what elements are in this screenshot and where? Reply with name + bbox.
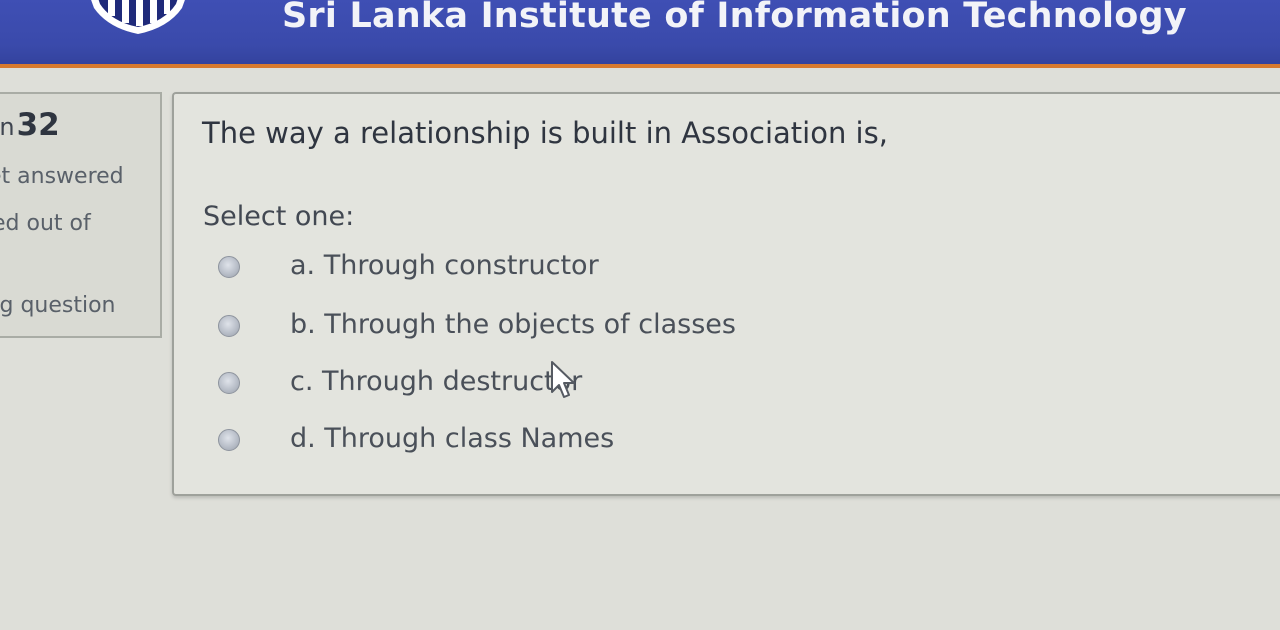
radio-button-a[interactable]: [218, 256, 240, 278]
answer-option-c[interactable]: c. Through destructor: [215, 366, 815, 402]
radio-button-c[interactable]: [218, 372, 240, 394]
question-info-panel: [0, 92, 162, 338]
select-one-prompt: Select one:: [203, 201, 355, 232]
question-number-label: ion32: [0, 107, 60, 143]
answer-option-label[interactable]: d. Through class Names: [290, 423, 615, 454]
sliit-shield-logo-icon: [91, 0, 185, 34]
question-panel: [172, 92, 1280, 496]
radio-button-d[interactable]: [218, 429, 240, 451]
answer-option-label[interactable]: a. Through constructor: [290, 250, 599, 281]
question-marks: ed out of: [0, 211, 91, 236]
answer-option-a[interactable]: a. Through constructor: [215, 250, 815, 286]
flag-question-link[interactable]: ag question: [0, 293, 116, 318]
answer-option-label[interactable]: c. Through destructor: [290, 366, 583, 397]
mouse-pointer-icon: [551, 361, 575, 398]
answer-option-label[interactable]: b. Through the objects of classes: [290, 309, 736, 340]
answer-option-b[interactable]: b. Through the objects of classes: [215, 309, 815, 345]
question-label-prefix: ion: [0, 113, 15, 141]
answer-option-d[interactable]: d. Through class Names: [215, 423, 815, 459]
radio-button-b[interactable]: [218, 315, 240, 337]
site-title: Sri Lanka Institute of Information Techn…: [282, 0, 1187, 36]
question-status: et answered: [0, 164, 124, 189]
question-text: The way a relationship is built in Assoc…: [202, 116, 888, 150]
site-header: Sri Lanka Institute of Information Techn…: [0, 0, 1280, 68]
question-number: 32: [16, 107, 60, 143]
